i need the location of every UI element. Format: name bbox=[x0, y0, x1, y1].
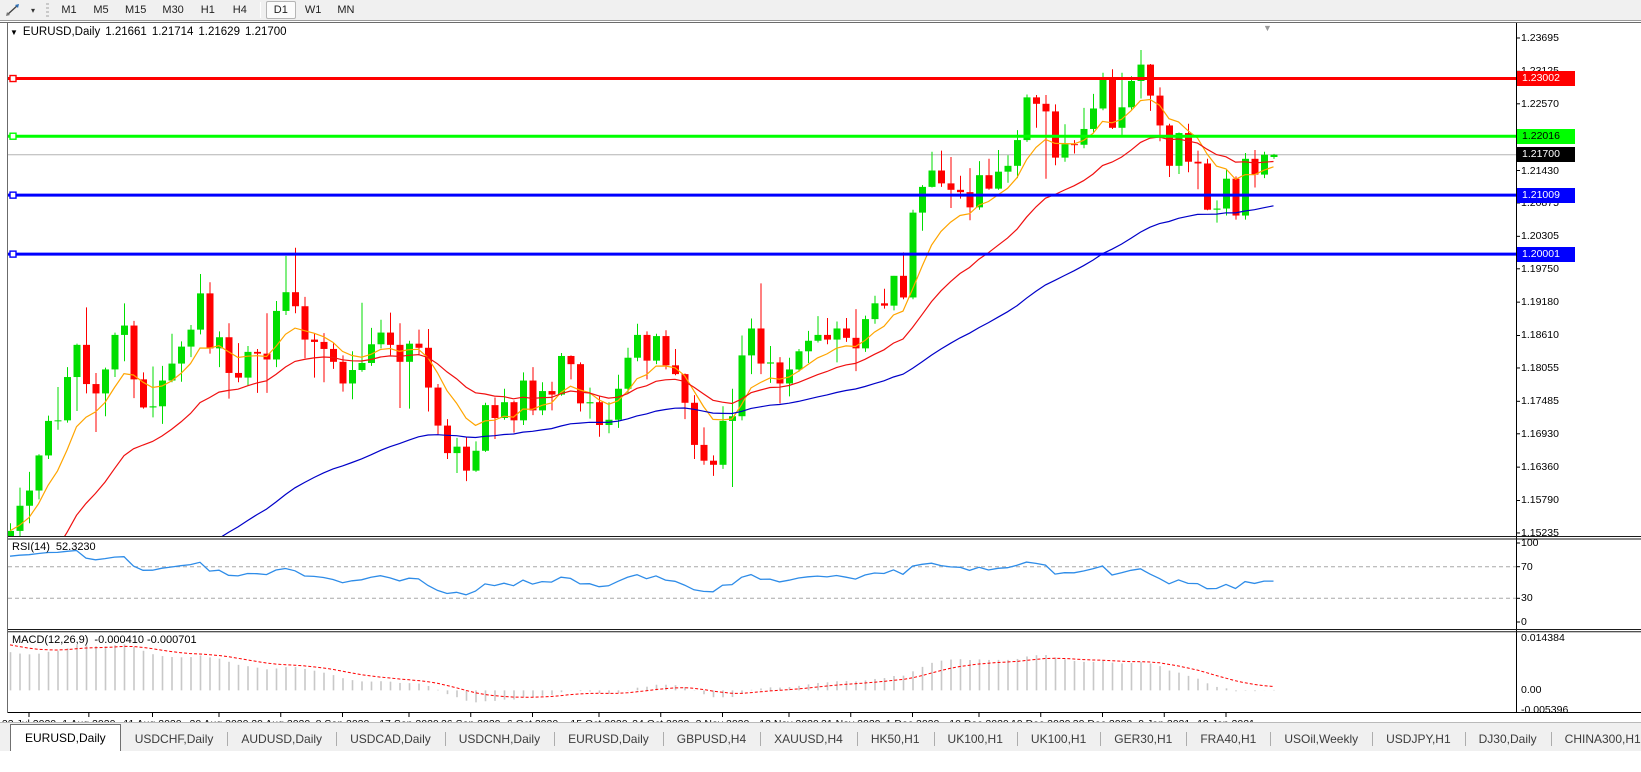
chart-tab-usdcnh-daily[interactable]: USDCNH,Daily bbox=[444, 727, 554, 751]
line-drag-handle bbox=[9, 132, 17, 140]
chart-window: ▼ EURUSD,Daily 1.21661 1.21714 1.21629 1… bbox=[0, 21, 1641, 772]
rsi-tick-label: 0 bbox=[1521, 616, 1527, 628]
chart-tab-uk100-h1[interactable]: UK100,H1 bbox=[1016, 727, 1100, 751]
chart-tab-usoil-weekly[interactable]: USOil,Weekly bbox=[1270, 727, 1372, 751]
level-price-badge[interactable]: 1.23002 bbox=[1517, 71, 1575, 87]
rsi-value: 52.3230 bbox=[55, 541, 96, 553]
chart-tab-usdjpy-h1[interactable]: USDJPY,H1 bbox=[1372, 727, 1464, 751]
chart-tab-fra40-h1[interactable]: FRA40,H1 bbox=[1186, 727, 1270, 751]
price-tick-label: 1.15235 bbox=[1521, 526, 1559, 539]
macd-panel bbox=[9, 644, 1275, 703]
ohlc-open-value: 1.21661 bbox=[105, 26, 147, 38]
macd-name: MACD(12,26,9) bbox=[12, 634, 89, 646]
macd-tick-label: 0.00 bbox=[1521, 684, 1542, 697]
macd-signal-line bbox=[9, 644, 1274, 698]
price-tick-label: 1.18055 bbox=[1521, 361, 1559, 374]
price-tick-label: 1.20305 bbox=[1521, 230, 1559, 243]
autoscroll-marker-icon[interactable]: ▼ bbox=[1263, 23, 1272, 33]
chart-tab-xauusd-h4[interactable]: XAUUSD,H4 bbox=[760, 727, 857, 751]
line-drag-handle bbox=[9, 250, 17, 258]
ohlc-high-value: 1.21714 bbox=[151, 26, 194, 38]
timeframe-button-w1[interactable]: W1 bbox=[304, 4, 322, 16]
price-tick-label: 1.16930 bbox=[1521, 427, 1559, 440]
price-tick-label: 1.22570 bbox=[1521, 97, 1559, 110]
rsi-panel bbox=[8, 549, 1516, 599]
price-tick-label: 1.18610 bbox=[1521, 329, 1559, 342]
chart-cursor-icon[interactable] bbox=[0, 2, 26, 19]
chart-symbol-label: EURUSD,Daily bbox=[22, 26, 101, 38]
timeframe-button-mn[interactable]: MN bbox=[337, 4, 355, 16]
main-price-panel bbox=[8, 49, 1516, 536]
chart-tab-china300-h1[interactable]: CHINA300,H1 bbox=[1550, 727, 1641, 751]
timeframe-button-m5[interactable]: M5 bbox=[93, 4, 109, 16]
price-tick-label: 1.23695 bbox=[1521, 31, 1559, 44]
timeframe-button-h1[interactable]: H1 bbox=[200, 4, 215, 16]
macd-tick-label: 0.014384 bbox=[1521, 632, 1565, 644]
chart-tab-usdchf-daily[interactable]: USDCHF,Daily bbox=[134, 732, 214, 746]
rsi-name: RSI(14) bbox=[12, 541, 50, 553]
current-price-badge: 1.21700 bbox=[1517, 147, 1575, 163]
price-tick-label: 1.21430 bbox=[1521, 164, 1559, 177]
rsi-tick-label: 100 bbox=[1521, 537, 1539, 549]
macd-indicator-label: MACD(12,26,9) -0.000410 -0.000701 bbox=[12, 634, 197, 646]
medium-ma-line bbox=[64, 136, 1274, 536]
slow-ma-line bbox=[221, 205, 1274, 536]
toolbar-grip-handle[interactable] bbox=[46, 2, 49, 18]
macd-tick-label: -0.005396 bbox=[1521, 704, 1569, 716]
timeframe-button-d1[interactable]: D1 bbox=[265, 1, 296, 19]
rsi-tick-label: 70 bbox=[1521, 560, 1533, 573]
line-drag-handle bbox=[9, 74, 17, 83]
level-price-badge[interactable]: 1.22016 bbox=[1517, 128, 1575, 144]
fast-ma-line bbox=[9, 98, 1274, 532]
rsi-indicator-label: RSI(14) 52.3230 bbox=[12, 541, 96, 553]
timeframe-button-h4[interactable]: H4 bbox=[232, 4, 247, 16]
chart-tab-hk50-h1[interactable]: HK50,H1 bbox=[856, 727, 934, 751]
rsi-line bbox=[9, 549, 1274, 596]
timeframe-button-m15[interactable]: M15 bbox=[125, 4, 147, 16]
price-tick-label: 1.16360 bbox=[1521, 461, 1559, 474]
price-tick-label: 1.19180 bbox=[1521, 296, 1559, 309]
symbol-dropdown-icon[interactable]: ▼ bbox=[10, 27, 18, 37]
ohlc-low-value: 1.21629 bbox=[198, 26, 240, 38]
chart-tab-bar: EURUSD,Daily USDCHF,Daily AUDUSD,Daily USDC… bbox=[0, 722, 1641, 751]
rsi-tick-label: 30 bbox=[1521, 592, 1533, 605]
timeframe-button-m1[interactable]: M1 bbox=[61, 4, 77, 16]
macd-values: -0.000410 -0.000701 bbox=[94, 634, 197, 646]
chart-tab-ger30-h1[interactable]: GER30,H1 bbox=[1100, 727, 1186, 751]
chart-tab-audusd-daily[interactable]: AUDUSD,Daily bbox=[227, 727, 336, 751]
price-chart-canvas[interactable] bbox=[0, 21, 1641, 772]
chart-title: ▼ EURUSD,Daily 1.21661 1.21714 1.21629 1… bbox=[10, 26, 287, 38]
price-tick-label: 1.15790 bbox=[1521, 494, 1559, 507]
price-tick-label: 1.17485 bbox=[1521, 395, 1559, 408]
chart-tab-usdcad-daily[interactable]: USDCAD,Daily bbox=[336, 727, 445, 751]
chart-tab-gbpusd-h4[interactable]: GBPUSD,H4 bbox=[662, 727, 760, 751]
chart-tab-eurusd-daily[interactable]: EURUSD,Daily bbox=[10, 724, 121, 751]
line-drag-handle bbox=[9, 191, 17, 199]
price-tick-label: 1.19750 bbox=[1521, 262, 1559, 275]
chart-tab-uk100-h1[interactable]: UK100,H1 bbox=[933, 727, 1017, 751]
level-price-badge[interactable]: 1.21009 bbox=[1517, 187, 1575, 203]
timeframe-button-m30[interactable]: M30 bbox=[162, 4, 184, 16]
level-price-badge[interactable]: 1.20001 bbox=[1517, 246, 1575, 262]
chart-tab-eurusd-daily[interactable]: EURUSD,Daily bbox=[554, 727, 663, 751]
chart-tab-dj30-daily[interactable]: DJ30,Daily bbox=[1464, 727, 1551, 751]
chevron-down-icon[interactable]: ▾ bbox=[30, 5, 35, 15]
candlesticks-layer bbox=[8, 49, 1278, 536]
timeframe-toolbar: ▾ M1 M5 M15 M30 H1 H4 D1 W1 MN bbox=[0, 0, 1641, 21]
ohlc-close-value: 1.21700 bbox=[244, 26, 287, 38]
toolbar-divider bbox=[259, 2, 261, 18]
